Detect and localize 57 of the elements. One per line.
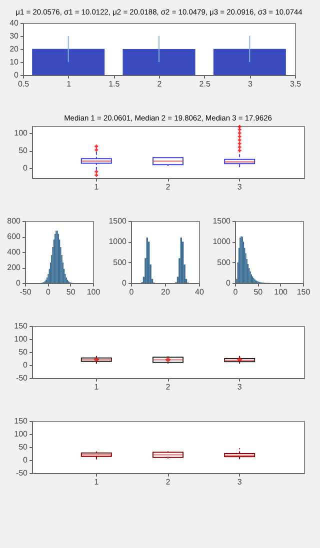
y-tick-label: 50: [18, 348, 28, 356]
x-tick-label: 150: [296, 288, 311, 296]
y-tick-label: 500: [113, 258, 128, 267]
x-tick-label: 50: [254, 288, 264, 296]
y-tick-label: 800: [7, 216, 22, 226]
x-tick-label: 2: [165, 182, 170, 192]
y-tick-label: 40: [10, 18, 20, 28]
x-tick-label: 3.5: [290, 80, 302, 88]
y-tick-label: -50: [15, 468, 28, 478]
y-tick-label: 0: [122, 278, 128, 288]
x-tick-label: 3: [248, 80, 253, 88]
x-tick-label: 3: [236, 182, 242, 192]
y-tick-label: 50: [18, 442, 28, 452]
x-tick-label: 50: [66, 288, 76, 296]
y-tick-label: 0: [16, 278, 22, 288]
y-tick-label: 0: [22, 164, 28, 173]
x-tick-label: 0: [233, 288, 238, 296]
y-tick-label: 1500: [108, 216, 128, 226]
y-tick-label: 100: [14, 430, 28, 438]
y-tick-label: 0: [22, 360, 28, 370]
y-tick-label: 150: [14, 322, 28, 330]
x-tick-label: 40: [195, 288, 204, 296]
x-tick-label: 2: [165, 478, 170, 486]
y-tick-label: 400: [7, 248, 22, 256]
y-tick-label: 100: [14, 334, 28, 344]
y-tick-label: 100: [14, 128, 28, 138]
y-tick-label: 30: [10, 32, 20, 40]
x-tick-label: 2: [157, 80, 162, 88]
y-tick-label: 50: [18, 146, 28, 156]
y-tick-label: 150: [14, 416, 28, 426]
y-tick-label: 10: [10, 58, 20, 66]
x-tick-label: 1: [94, 182, 99, 192]
x-tick-label: 100: [274, 288, 288, 296]
x-tick-label: 3: [236, 382, 242, 392]
y-tick-label: 1000: [212, 237, 232, 246]
x-tick-label: 1: [94, 478, 99, 486]
x-tick-label: 0.5: [18, 80, 30, 88]
y-tick-label: 0: [22, 456, 28, 464]
x-tick-label: 100: [86, 288, 101, 296]
x-tick-label: 20: [161, 288, 170, 296]
y-tick-label: 1500: [212, 216, 232, 226]
y-tick-label: 0: [14, 70, 20, 80]
x-tick-label: 2: [165, 382, 170, 392]
x-tick-label: 3: [236, 478, 242, 486]
y-tick-label: 20: [10, 44, 20, 54]
x-tick-label: 0: [46, 288, 51, 296]
y-tick-label: -50: [15, 374, 28, 382]
y-tick-label: 1000: [108, 237, 128, 246]
x-tick-label: 1.5: [108, 80, 120, 88]
y-tick-label: 500: [217, 258, 232, 267]
y-tick-label: 200: [7, 263, 22, 272]
y-tick-label: 0: [226, 278, 232, 288]
y-tick-label: 600: [7, 232, 22, 241]
x-tick-label: 0: [129, 288, 134, 296]
x-tick-label: 2.5: [199, 80, 211, 88]
x-tick-label: 1: [94, 382, 99, 392]
x-tick-label: 1: [66, 80, 72, 88]
